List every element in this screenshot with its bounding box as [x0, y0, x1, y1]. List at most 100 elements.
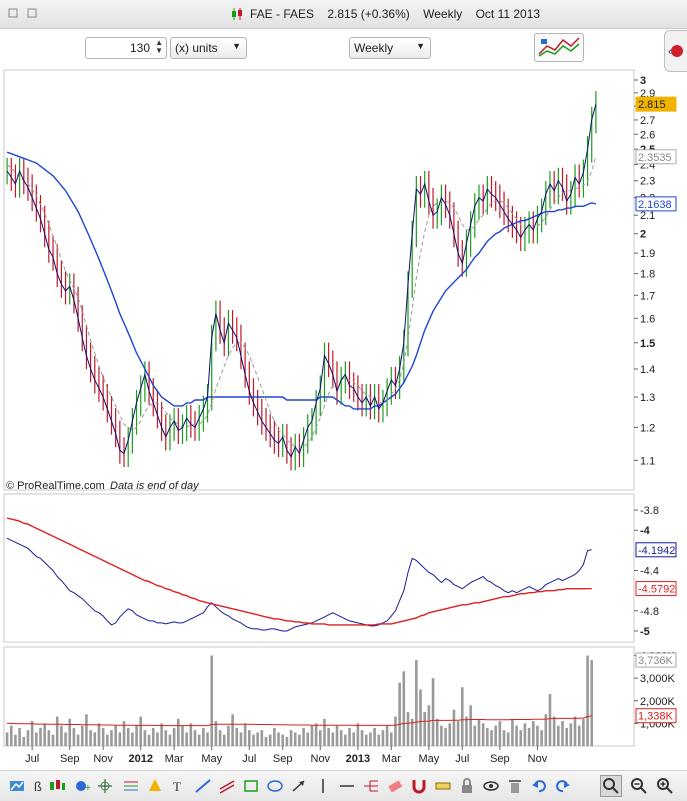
volume-axis-label: 2,000K: [640, 696, 676, 708]
arrow-tool-icon[interactable]: [290, 777, 308, 795]
volume-bar: [60, 725, 63, 746]
period-label: Weekly: [423, 7, 463, 21]
volume-axis-label: 3,000K: [640, 673, 676, 685]
volume-bar: [561, 721, 564, 746]
price-panel[interactable]: [3, 69, 635, 491]
watermark-brand: © ProRealTime.com: [6, 480, 105, 492]
volume-value-label-box: [635, 652, 677, 668]
alert-tool-icon[interactable]: [146, 777, 164, 795]
text-tool-icon[interactable]: T: [170, 777, 188, 795]
ellipse-tool-icon[interactable]: [266, 777, 284, 795]
volume-bar: [264, 736, 268, 746]
volume-bar: [473, 725, 477, 746]
volume-bar: [452, 709, 456, 746]
add-indicator-icon[interactable]: +: [74, 777, 92, 795]
x-axis-label: Nov: [93, 753, 113, 765]
period-select[interactable]: Weekly ▼: [349, 37, 431, 59]
volume-bar: [490, 730, 493, 746]
volume-bar: [531, 721, 535, 746]
vertical-line-tool-icon[interactable]: [314, 777, 332, 795]
volume-bar: [582, 718, 585, 746]
volume-bar: [527, 727, 531, 746]
rectangle-tool-icon[interactable]: [242, 777, 260, 795]
volume-bar: [256, 732, 259, 746]
volume-bar: [323, 718, 326, 746]
volume-bar: [415, 660, 418, 746]
magnet-tool-icon[interactable]: [410, 777, 428, 795]
ma-fast-value-label: 2.3535: [638, 152, 672, 164]
volume-bar: [498, 721, 502, 746]
side-panel-toggle[interactable]: ‹: [664, 30, 687, 72]
indicators-button[interactable]: [534, 33, 584, 62]
chart-area[interactable]: 32.92.82.72.62.52.42.32.22.121.91.81.71.…: [0, 68, 687, 770]
volume-bar: [76, 734, 80, 746]
crosshair-icon[interactable]: [96, 777, 114, 795]
volume-bar: [72, 727, 76, 746]
volume-bar: [293, 732, 297, 746]
undo-icon[interactable]: [530, 777, 548, 795]
trendline-tool-icon[interactable]: [194, 777, 212, 795]
x-axis-label: Jul: [455, 753, 469, 765]
volume-bar: [64, 732, 67, 746]
volume-bar: [289, 730, 293, 746]
volume-bar: [5, 732, 9, 746]
horizontal-line-tool-icon[interactable]: [338, 777, 356, 795]
channel-tool-icon[interactable]: [218, 777, 236, 795]
volume-average-line: [7, 715, 592, 727]
x-axis-label: Sep: [60, 753, 80, 765]
volume-bar: [277, 732, 280, 746]
volume-bar: [151, 727, 155, 746]
units-stepper[interactable]: 130 ▲ ▼: [85, 37, 167, 59]
volume-bar: [214, 721, 218, 746]
volume-bar: [164, 730, 168, 746]
lock-tool-icon[interactable]: [458, 777, 476, 795]
indicator-tool-icon[interactable]: ß: [32, 777, 50, 795]
zoom-out-icon[interactable]: [630, 777, 648, 795]
volume-bar: [47, 730, 51, 746]
ruler-tool-icon[interactable]: [434, 777, 452, 795]
hide-drawings-icon[interactable]: [482, 777, 500, 795]
volume-bar: [135, 725, 138, 746]
volume-bar: [172, 727, 176, 746]
chart-type-icon[interactable]: [48, 777, 66, 795]
candlestick-icon: [232, 8, 242, 20]
volume-bar: [364, 734, 368, 746]
indicator-panel[interactable]: [3, 493, 635, 643]
volume-bar: [377, 734, 381, 746]
delete-drawings-icon[interactable]: [506, 777, 524, 795]
eraser-tool-icon[interactable]: [386, 777, 404, 795]
volume-bar: [477, 718, 481, 746]
zoom-in-icon[interactable]: [656, 777, 674, 795]
fibonacci-tool-icon[interactable]: [122, 777, 140, 795]
redo-icon[interactable]: [554, 777, 572, 795]
pitchfork-tool-icon[interactable]: [362, 777, 380, 795]
window-title: FAE - FAES 2.815 (+0.36%) Weekly Oct 11 …: [250, 7, 550, 21]
x-axis-label: 2012: [128, 753, 152, 765]
symbol-label: FAE - FAES: [250, 7, 315, 21]
volume-bar: [406, 712, 410, 746]
price-axis-label: 1.9: [640, 248, 655, 260]
volume-bar: [131, 732, 134, 746]
x-axis-label: Sep: [490, 753, 510, 765]
volume-bar: [460, 687, 464, 746]
bottom-toolbar: ß + T: [0, 770, 687, 801]
indicator-axis-label: -4: [640, 525, 651, 537]
volume-bar: [410, 718, 414, 746]
units-select[interactable]: (x) units ▼: [170, 37, 247, 59]
x-axis-label: Nov: [528, 753, 548, 765]
volume-bar: [110, 730, 113, 746]
volume-bar: [85, 714, 88, 746]
volume-bar: [448, 723, 452, 746]
volume-bar: [536, 725, 539, 746]
zoom-select-icon[interactable]: [600, 775, 622, 797]
units-value[interactable]: 130: [129, 41, 150, 55]
volume-bar: [381, 730, 385, 746]
minimize-icon[interactable]: [8, 8, 18, 18]
stepper-arrows-icon[interactable]: ▲ ▼: [155, 38, 163, 55]
volume-bar: [398, 682, 401, 746]
volume-bar: [352, 732, 355, 746]
svg-text:T: T: [173, 779, 181, 794]
maximize-icon[interactable]: [27, 8, 37, 18]
volume-bar: [243, 723, 247, 746]
draw-tool-icon[interactable]: [8, 777, 26, 795]
